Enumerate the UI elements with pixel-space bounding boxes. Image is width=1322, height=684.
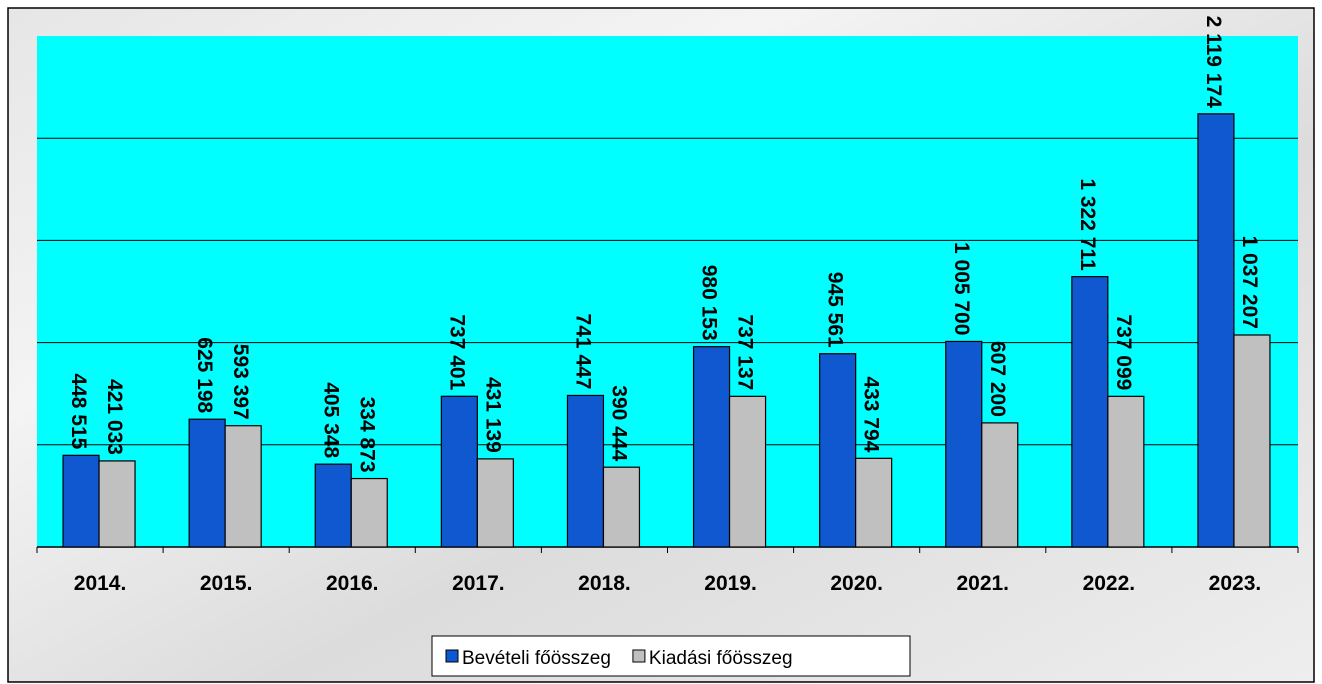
x-tick-label: 2019. (704, 572, 757, 595)
data-label: 2 119 174 (1202, 16, 1225, 109)
bar (188, 418, 226, 548)
legend (431, 635, 911, 677)
bar (692, 346, 731, 548)
bar (602, 466, 641, 548)
bar (98, 460, 136, 548)
x-tick-label: 2017. (452, 572, 505, 595)
bar (62, 454, 100, 548)
data-label: 390 444 (607, 385, 630, 461)
bar (314, 463, 352, 548)
data-label: 980 153 (698, 265, 721, 341)
bar (1071, 276, 1109, 548)
x-tick-label: 2015. (200, 572, 253, 595)
x-tick-label: 2016. (326, 572, 379, 595)
data-label: 421 033 (103, 379, 126, 455)
data-label: 433 794 (860, 376, 883, 452)
legend-swatch (632, 649, 646, 663)
bar (728, 395, 767, 548)
data-label: 737 137 (734, 314, 757, 390)
x-tick-label: 2020. (830, 572, 883, 595)
x-tick-label: 2021. (956, 572, 1009, 595)
bar (819, 353, 857, 548)
x-tick-label: 2014. (74, 572, 127, 595)
bar (476, 458, 514, 548)
data-label: 1 005 700 (950, 242, 973, 335)
data-label: 737 099 (1112, 314, 1135, 390)
data-label: 448 515 (67, 373, 90, 449)
bar (440, 395, 478, 548)
bar (224, 425, 262, 548)
data-label: 1 037 207 (1238, 236, 1261, 329)
data-label: 945 561 (824, 272, 847, 348)
bar (1107, 395, 1145, 548)
data-label: 607 200 (986, 341, 1009, 417)
legend-label: Bevételi főösszeg (462, 648, 611, 669)
x-tick-label: 2022. (1083, 572, 1136, 595)
legend-swatch (445, 649, 459, 663)
data-label: 1 322 711 (1076, 178, 1099, 271)
data-label: 334 873 (355, 397, 378, 473)
bar (945, 340, 983, 548)
bar (566, 394, 605, 548)
bar (855, 457, 893, 548)
data-label: 405 348 (319, 382, 342, 458)
bar (350, 477, 388, 548)
bar (1197, 113, 1235, 548)
bar (981, 422, 1019, 548)
legend-label: Kiadási főösszeg (649, 648, 793, 669)
x-tick-label: 2023. (1209, 572, 1262, 595)
data-label: 431 139 (481, 377, 504, 453)
data-label: 593 397 (229, 344, 252, 420)
x-tick-label: 2018. (578, 572, 631, 595)
legend-box (431, 635, 911, 677)
data-label: 741 447 (571, 314, 594, 390)
bar (1233, 334, 1271, 548)
data-label: 737 401 (445, 314, 468, 390)
data-label: 625 198 (193, 337, 216, 413)
